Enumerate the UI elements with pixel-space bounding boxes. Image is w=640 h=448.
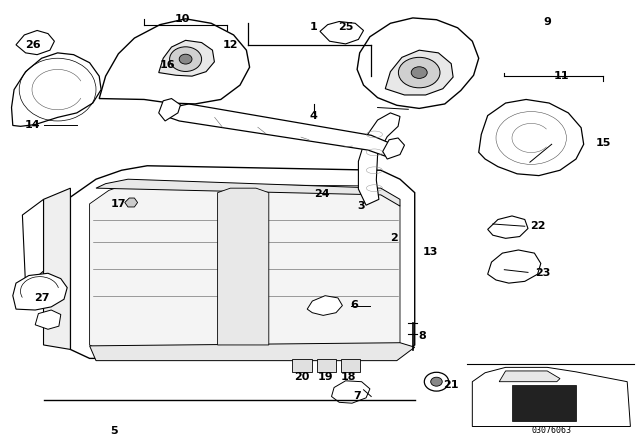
Polygon shape	[44, 188, 70, 349]
Polygon shape	[332, 381, 370, 403]
Text: 24: 24	[314, 189, 330, 198]
Polygon shape	[358, 113, 400, 205]
Polygon shape	[341, 359, 360, 372]
Ellipse shape	[170, 47, 202, 72]
Text: 18: 18	[341, 372, 356, 382]
Polygon shape	[90, 343, 415, 361]
Ellipse shape	[179, 54, 192, 64]
Polygon shape	[99, 19, 250, 104]
Polygon shape	[22, 199, 44, 287]
Polygon shape	[166, 104, 396, 157]
Polygon shape	[292, 359, 312, 372]
Text: 2: 2	[390, 233, 397, 243]
Polygon shape	[488, 250, 541, 283]
Polygon shape	[218, 188, 269, 345]
Text: 13: 13	[422, 247, 438, 257]
Text: 6: 6	[350, 300, 358, 310]
Polygon shape	[385, 50, 453, 95]
Text: 25: 25	[338, 22, 353, 32]
Polygon shape	[90, 184, 400, 352]
Text: 26: 26	[26, 40, 41, 50]
Text: 03076063: 03076063	[532, 426, 572, 435]
Polygon shape	[16, 30, 54, 55]
Ellipse shape	[412, 67, 428, 78]
Polygon shape	[35, 310, 61, 329]
Text: 14: 14	[24, 121, 40, 130]
Polygon shape	[488, 216, 528, 238]
Ellipse shape	[424, 372, 449, 391]
Polygon shape	[70, 166, 415, 358]
Text: 1: 1	[310, 22, 317, 32]
Polygon shape	[383, 138, 404, 159]
Text: 8: 8	[419, 331, 426, 341]
Polygon shape	[512, 385, 576, 421]
Text: 23: 23	[535, 268, 550, 278]
Polygon shape	[96, 179, 400, 206]
Text: 5: 5	[110, 426, 118, 436]
Text: 15: 15	[595, 138, 611, 148]
Text: 17: 17	[111, 199, 126, 209]
Polygon shape	[13, 273, 67, 310]
Polygon shape	[307, 296, 342, 315]
Text: 11: 11	[554, 71, 570, 81]
Text: 21: 21	[444, 380, 459, 390]
Polygon shape	[472, 367, 630, 426]
Text: 16: 16	[160, 60, 175, 70]
Text: 12: 12	[223, 40, 238, 50]
Polygon shape	[12, 53, 101, 126]
Polygon shape	[159, 99, 180, 121]
Polygon shape	[125, 198, 138, 207]
Text: 22: 22	[530, 221, 545, 231]
Polygon shape	[159, 40, 214, 76]
Polygon shape	[320, 22, 364, 44]
Text: 4: 4	[310, 112, 317, 121]
Ellipse shape	[398, 57, 440, 88]
Text: 27: 27	[34, 293, 49, 303]
Text: 20: 20	[294, 372, 310, 382]
Polygon shape	[479, 99, 584, 176]
Text: 7: 7	[353, 392, 361, 401]
Text: 3: 3	[358, 201, 365, 211]
Polygon shape	[317, 359, 336, 372]
Text: 9: 9	[543, 17, 551, 27]
Ellipse shape	[431, 377, 442, 386]
Polygon shape	[499, 371, 560, 382]
Text: 19: 19	[317, 372, 333, 382]
Text: 10: 10	[175, 14, 190, 24]
Polygon shape	[357, 18, 479, 108]
